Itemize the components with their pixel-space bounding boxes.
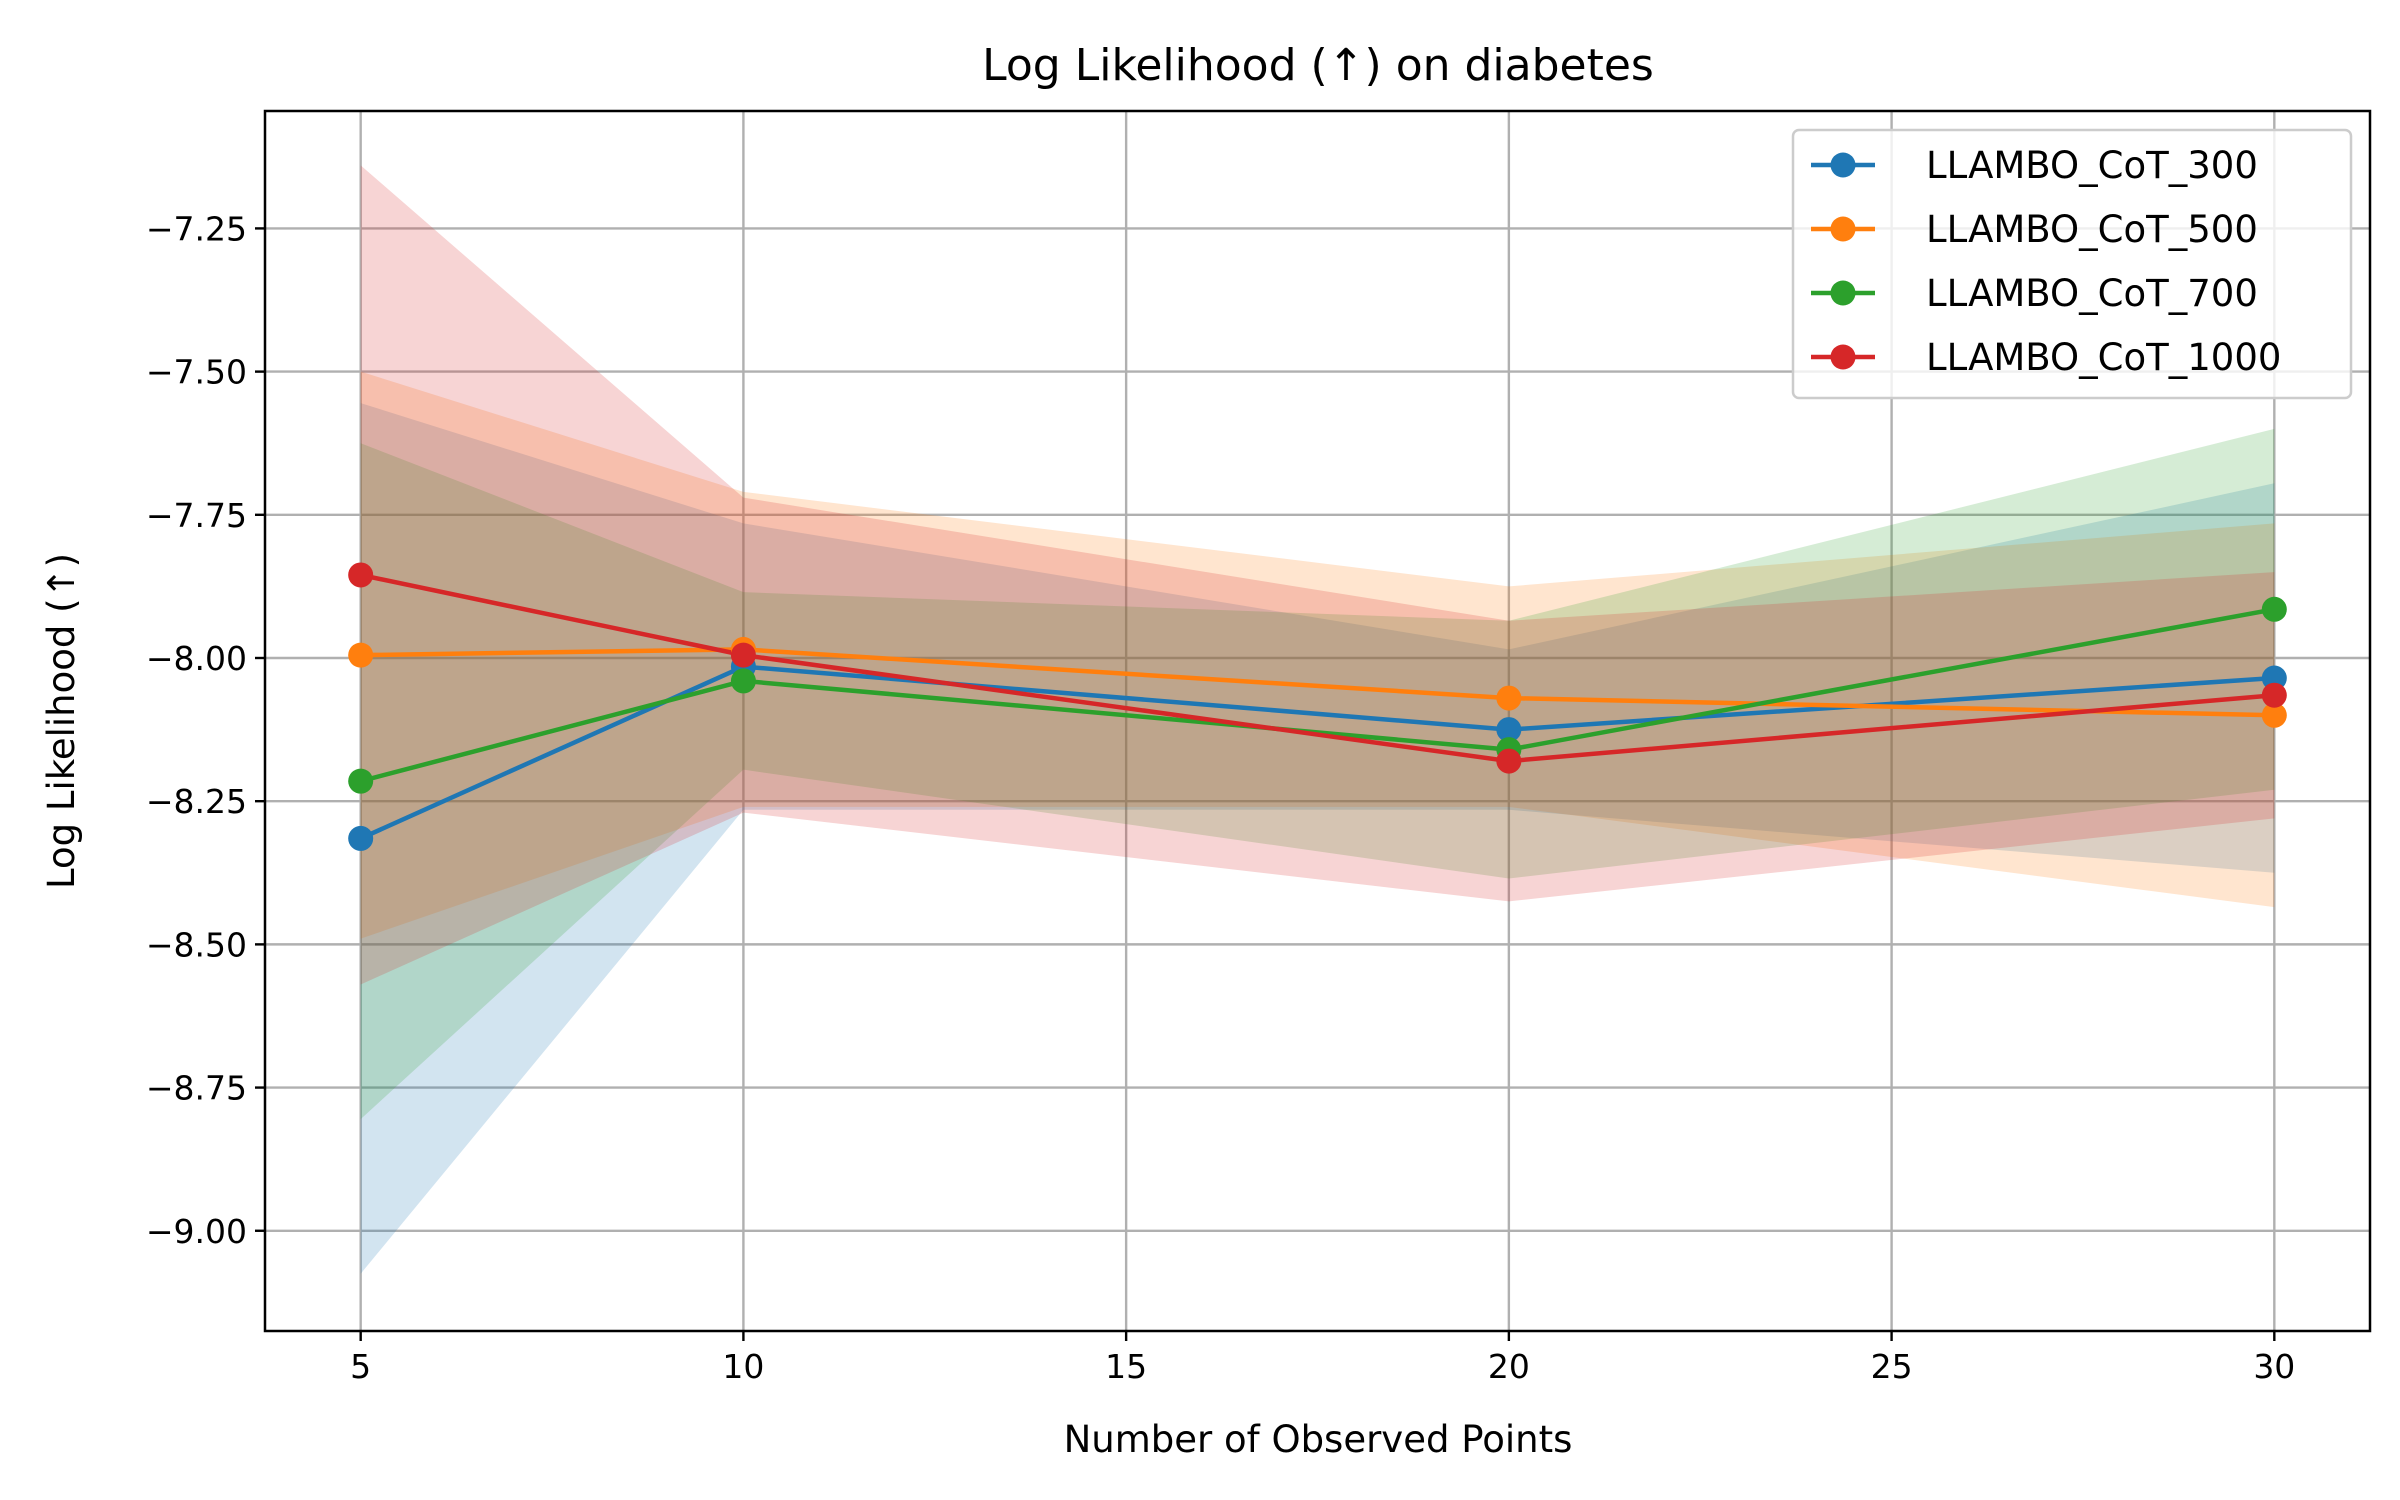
y-axis-ticks: −9.00 −8.75 −8.50 −8.25 −8.00 −7.75 −7.50 −7.25 — [146, 209, 265, 1251]
legend-marker — [1830, 152, 1856, 178]
legend-label: LLAMBO_CoT_700 — [1926, 272, 2258, 315]
x-tick-label: 15 — [1105, 1347, 1147, 1386]
x-tick-label: 20 — [1488, 1347, 1530, 1386]
point-LLAMBO_CoT_300 — [1496, 717, 1522, 743]
y-axis-title: Log Likelihood (↑) — [40, 553, 83, 889]
point-LLAMBO_CoT_700 — [730, 668, 756, 694]
plot-frame — [263, 109, 2372, 1333]
y-tick-label: −8.75 — [146, 1069, 247, 1108]
y-tick-label: −9.00 — [146, 1212, 247, 1251]
x-axis-title: Number of Observed Points — [1064, 1418, 1573, 1461]
band-LLAMBO_CoT_700 — [360, 428, 2275, 1120]
point-LLAMBO_CoT_1000 — [730, 642, 756, 668]
line-LLAMBO_CoT_300 — [359, 664, 2275, 841]
x-tick-label: 30 — [2253, 1347, 2295, 1386]
line-LLAMBO_CoT_500 — [360, 647, 2275, 718]
point-LLAMBO_CoT_700 — [348, 768, 374, 794]
point-LLAMBO_CoT_300 — [348, 825, 374, 851]
x-tick-label: 10 — [722, 1347, 764, 1386]
point-LLAMBO_CoT_1000 — [348, 562, 374, 588]
x-axis-ticks: 5 10 15 20 25 30 — [350, 1331, 2295, 1386]
point-LLAMBO_CoT_500 — [348, 642, 374, 668]
legend-marker — [1830, 344, 1856, 370]
series-lines — [359, 572, 2275, 841]
legend-label: LLAMBO_CoT_300 — [1926, 144, 2258, 187]
point-LLAMBO_CoT_300 — [2261, 665, 2287, 691]
legend: LLAMBO_CoT_300 LLAMBO_CoT_500 LLAMBO_CoT_7… — [1791, 128, 2353, 400]
point-LLAMBO_CoT_700 — [2261, 596, 2287, 622]
band-LLAMBO_CoT_1000 — [360, 165, 2275, 985]
y-tick-label: −7.75 — [146, 496, 247, 535]
legend-box — [1791, 128, 2353, 400]
legend-marker — [1830, 216, 1856, 242]
series-markers — [348, 562, 2287, 851]
y-tick-label: −7.25 — [146, 209, 247, 248]
band-LLAMBO_CoT_300 — [360, 403, 2275, 1274]
x-tick-label: 5 — [350, 1347, 371, 1386]
legend-label: LLAMBO_CoT_1000 — [1926, 336, 2281, 379]
legend-label: LLAMBO_CoT_500 — [1926, 208, 2258, 251]
y-tick-label: −8.50 — [146, 925, 247, 964]
point-LLAMBO_CoT_500 — [1496, 685, 1522, 711]
confidence-bands — [360, 165, 2275, 1274]
y-tick-label: −7.50 — [146, 353, 247, 392]
line-LLAMBO_CoT_700 — [360, 607, 2275, 784]
band-LLAMBO_CoT_500 — [360, 371, 2275, 939]
point-LLAMBO_CoT_500 — [2261, 702, 2287, 728]
y-tick-label: −8.00 — [146, 639, 247, 678]
point-LLAMBO_CoT_1000 — [1496, 748, 1522, 774]
x-tick-label: 25 — [1871, 1347, 1913, 1386]
legend-marker — [1830, 280, 1856, 306]
point-LLAMBO_CoT_1000 — [2261, 682, 2287, 708]
y-tick-label: −8.25 — [146, 782, 247, 821]
chart-title: Log Likelihood (↑) on diabetes — [982, 40, 1654, 91]
line-LLAMBO_CoT_1000 — [360, 572, 2275, 764]
